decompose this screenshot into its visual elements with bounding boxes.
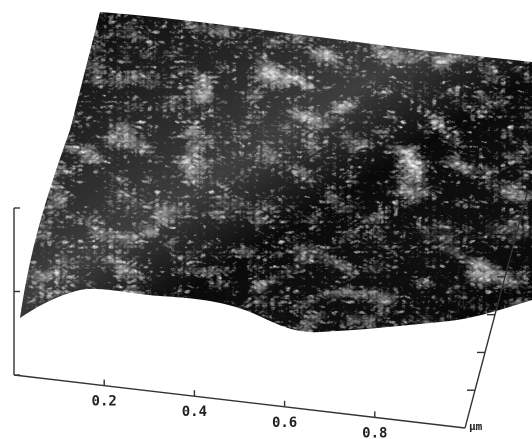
x-axis-ticks: 0.2 0.4 0.6 0.8 <box>92 379 387 439</box>
y-axis-ticks <box>467 200 525 391</box>
y-axis-line <box>464 189 529 429</box>
x-axis-line <box>13 374 466 429</box>
x-axis-tick-label: 0.6 <box>272 415 297 431</box>
z-axis-ticks <box>14 207 20 376</box>
x-axis-tick-label: 0.8 <box>362 425 387 439</box>
x-axis-unit-label: µm <box>469 420 483 433</box>
x-axis-tick-label: 0.4 <box>182 404 207 420</box>
surface-mesh <box>20 12 532 333</box>
x-axis-tick-label: 0.2 <box>92 394 117 410</box>
surface-highlight <box>20 12 532 333</box>
